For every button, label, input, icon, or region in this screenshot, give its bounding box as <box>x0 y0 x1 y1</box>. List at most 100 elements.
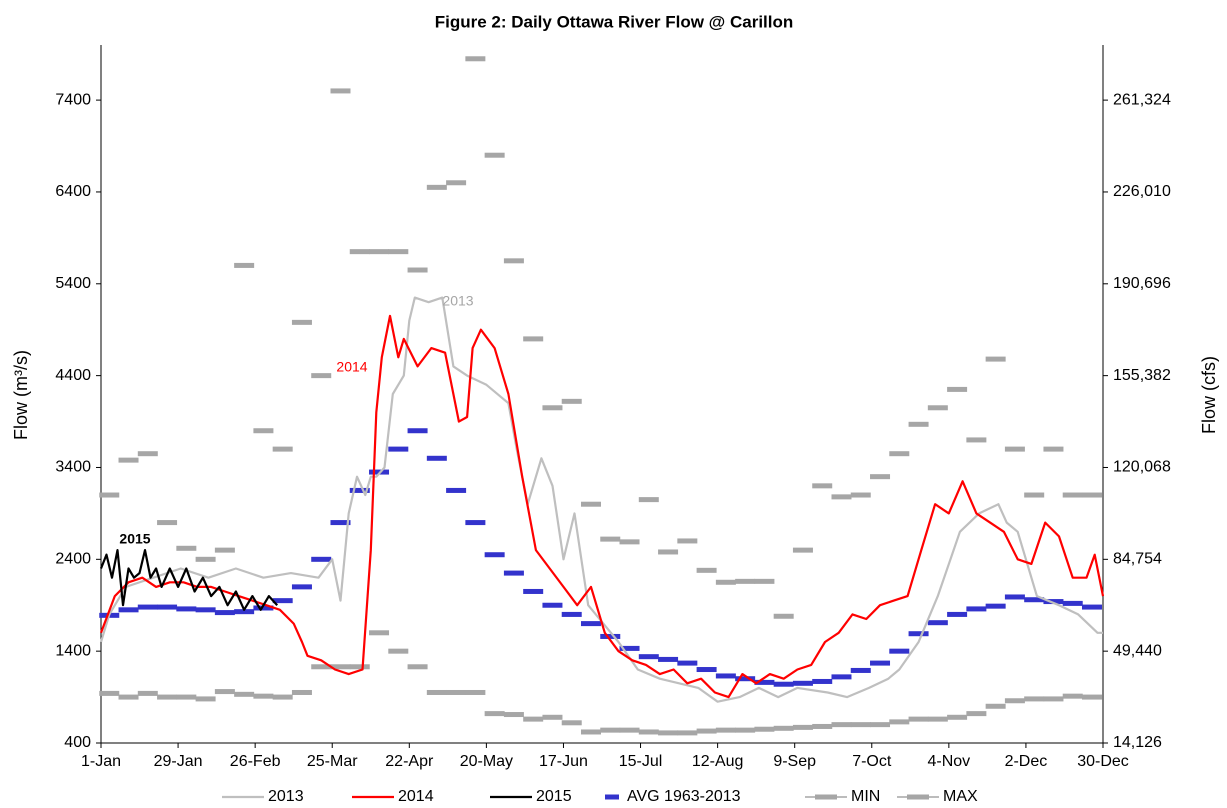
series-dash <box>407 428 428 434</box>
series-dash <box>927 716 948 722</box>
x-tick-label: 30-Dec <box>1077 753 1129 770</box>
series-dash <box>503 712 524 718</box>
series-dash <box>369 249 390 255</box>
series-dash <box>561 720 582 726</box>
series-dash <box>311 664 332 670</box>
series-dash <box>812 483 833 489</box>
series-dash <box>1043 446 1064 452</box>
series-dash <box>735 676 756 682</box>
series-dash <box>388 446 409 452</box>
y2-tick-label: 190,696 <box>1113 275 1171 292</box>
series-dash <box>349 249 370 255</box>
series-dash <box>947 386 968 392</box>
series-dash <box>214 689 235 695</box>
series-dash <box>677 538 698 544</box>
series-dash <box>465 56 486 62</box>
x-tick-label: 17-Jun <box>539 753 588 770</box>
legend-label: MAX <box>943 788 978 805</box>
series-dash <box>542 405 563 411</box>
x-tick-label: 15-Jul <box>619 753 663 770</box>
series-dash <box>407 664 428 670</box>
series-dash <box>889 648 910 654</box>
annotation: 2014 <box>336 359 367 375</box>
series-dash <box>157 694 178 700</box>
legend-label: MIN <box>851 788 880 805</box>
series-dash <box>349 664 370 670</box>
series-dash <box>542 602 563 608</box>
series-dash <box>272 694 293 700</box>
legend-label: 2015 <box>536 788 572 805</box>
series-dash <box>696 728 717 734</box>
legend-swatch <box>907 794 929 800</box>
series-dash <box>234 609 255 615</box>
series-dash <box>234 262 255 268</box>
series-dash <box>465 520 486 526</box>
x-tick-label: 20-May <box>460 753 513 770</box>
series-dash <box>908 631 929 637</box>
series-dash <box>118 694 139 700</box>
y-tick-label: 4400 <box>55 367 91 384</box>
series-dash <box>658 549 679 555</box>
series-dash <box>253 605 274 611</box>
series-dash <box>291 689 312 695</box>
series-dash <box>176 545 197 551</box>
series-dash <box>831 674 852 680</box>
series-dash <box>176 694 197 700</box>
series-dash <box>715 727 736 733</box>
series-dash <box>947 714 968 720</box>
x-tick-label: 4-Nov <box>928 753 971 770</box>
series-dash <box>966 606 987 612</box>
series-dash <box>600 633 621 639</box>
series-dash <box>966 711 987 717</box>
x-tick-label: 12-Aug <box>692 753 744 770</box>
chart-title: Figure 2: Daily Ottawa River Flow @ Cari… <box>435 12 794 31</box>
x-tick-label: 7-Oct <box>852 753 892 770</box>
series-dash <box>927 620 948 626</box>
y2-tick-label: 49,440 <box>1113 642 1162 659</box>
series-dash <box>523 588 544 594</box>
series-dash <box>561 398 582 404</box>
series-dash <box>754 726 775 732</box>
series-dash <box>1043 696 1064 702</box>
y2-tick-label: 261,324 <box>1113 91 1171 108</box>
legend-label: 2014 <box>398 788 434 805</box>
series-dash <box>985 356 1006 362</box>
series-dash <box>715 579 736 585</box>
series-dash <box>831 494 852 500</box>
series-dash <box>619 727 640 733</box>
series-dash <box>812 678 833 684</box>
series-dash <box>619 539 640 545</box>
series-dash <box>446 180 467 186</box>
x-tick-label: 26-Feb <box>230 753 281 770</box>
series-dash <box>638 497 659 503</box>
series-dash <box>349 487 370 493</box>
y2-tick-label: 84,754 <box>1113 551 1162 568</box>
series-dash <box>966 437 987 443</box>
series-dash <box>426 689 447 695</box>
series-dash <box>157 604 178 610</box>
series-dash <box>619 645 640 651</box>
series-dash <box>580 501 601 507</box>
series-dash <box>638 654 659 660</box>
series-dash <box>715 673 736 679</box>
series-dash <box>503 570 524 576</box>
series-dash <box>176 606 197 612</box>
series-dash <box>985 703 1006 709</box>
series-line <box>99 296 1103 703</box>
series-dash <box>985 603 1006 609</box>
series-dash <box>1004 698 1025 704</box>
y2-tick-label: 120,068 <box>1113 459 1171 476</box>
series-dash <box>484 711 505 717</box>
series-dash <box>580 729 601 735</box>
x-tick-label: 29-Jan <box>154 753 203 770</box>
series-dash <box>677 660 698 666</box>
series-dash <box>137 690 158 696</box>
series-dash <box>253 693 274 699</box>
series-dash <box>1024 597 1045 603</box>
series-dash <box>600 727 621 733</box>
series-dash <box>850 492 871 498</box>
y-tick-label: 3400 <box>55 459 91 476</box>
series-dash <box>195 607 216 613</box>
y2-tick-label: 226,010 <box>1113 183 1171 200</box>
series-dash <box>677 730 698 736</box>
